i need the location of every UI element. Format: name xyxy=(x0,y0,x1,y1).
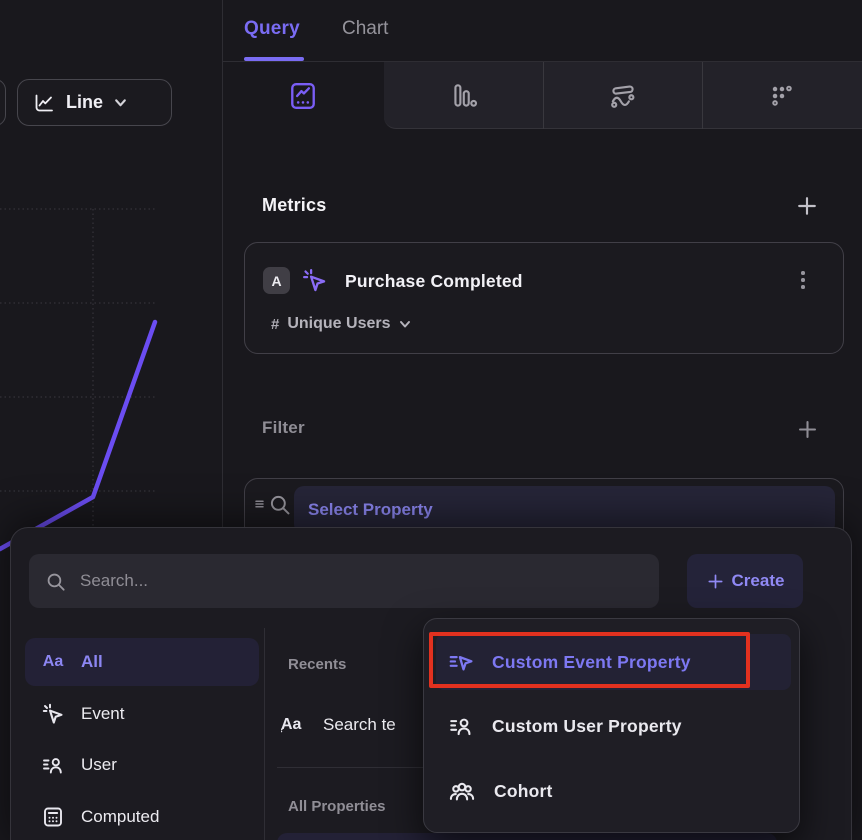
flow-icon xyxy=(610,85,634,108)
custom-event-property-icon xyxy=(449,655,473,671)
tab-chart[interactable]: Chart xyxy=(342,18,389,39)
plus-icon xyxy=(708,573,723,589)
category-all[interactable]: Aa All xyxy=(25,638,259,686)
retention-dots-icon xyxy=(772,85,792,106)
picker-search-input[interactable] xyxy=(78,570,643,592)
menu-item-label: Cohort xyxy=(494,780,553,801)
plus-icon xyxy=(798,420,817,439)
query-chart-tabbar xyxy=(222,0,862,62)
drag-handle-icon[interactable] xyxy=(253,497,267,511)
tab-query[interactable]: Query xyxy=(244,18,300,39)
computed-calculator-icon xyxy=(44,807,62,827)
metric-event-name[interactable]: Purchase Completed xyxy=(345,271,523,291)
numeric-hash-icon: # xyxy=(271,315,280,333)
add-filter-button[interactable] xyxy=(794,416,821,443)
chevron-down-icon xyxy=(115,99,126,107)
tab-separator xyxy=(702,62,703,129)
custom-property-aa-icon: Aa* xyxy=(281,716,302,741)
metric-aggregation-label: Unique Users xyxy=(287,315,391,332)
cohort-people-icon xyxy=(449,782,475,801)
toolbar-button-partial[interactable] xyxy=(0,79,6,126)
category-event[interactable]: Event xyxy=(25,690,259,738)
custom-user-property-icon xyxy=(450,718,471,736)
create-button[interactable]: Create xyxy=(687,554,803,608)
add-metric-button[interactable] xyxy=(793,192,821,220)
line-chart-icon xyxy=(35,94,53,111)
metric-options-kebab[interactable] xyxy=(797,267,809,293)
recents-label: Recents xyxy=(288,656,347,673)
event-cursor-icon xyxy=(303,269,326,292)
user-list-icon xyxy=(43,758,62,774)
picker-search-box xyxy=(29,554,659,608)
category-label: Event xyxy=(81,704,125,723)
section-divider xyxy=(277,767,427,768)
column-divider xyxy=(264,628,265,840)
metric-letter-badge: A xyxy=(263,267,290,294)
category-label: All xyxy=(81,652,103,671)
chart-type-button[interactable]: Line xyxy=(17,79,172,126)
tab-insights[interactable] xyxy=(222,62,384,129)
category-computed[interactable]: Computed xyxy=(25,793,259,840)
tab-flows[interactable] xyxy=(543,62,702,129)
event-cursor-icon xyxy=(42,703,63,724)
menu-item-custom-user-property[interactable]: Custom User Property xyxy=(436,698,791,754)
tab-retention[interactable] xyxy=(702,62,862,129)
metric-aggregation-dropdown[interactable]: # Unique Users xyxy=(271,315,412,333)
chevron-down-icon xyxy=(400,321,411,328)
chart-type-label: Line xyxy=(66,92,104,112)
tab-separator xyxy=(543,62,544,129)
menu-item-cohort[interactable]: Cohort xyxy=(436,763,791,819)
menu-item-custom-event-property[interactable]: Custom Event Property xyxy=(436,634,791,690)
select-property-input[interactable]: Select Property xyxy=(294,486,835,534)
property-list-item-partial[interactable] xyxy=(277,833,777,840)
funnel-bars-icon xyxy=(453,83,477,107)
search-icon xyxy=(270,495,290,515)
search-icon xyxy=(47,573,65,591)
tab-query-active-underline xyxy=(244,57,304,61)
category-label: Computed xyxy=(81,807,160,826)
text-aa-icon: Aa xyxy=(42,653,64,670)
metrics-section-title: Metrics xyxy=(262,195,327,215)
recent-item-label: Search te xyxy=(323,715,396,734)
menu-item-label: Custom User Property xyxy=(492,715,682,736)
panel-divider xyxy=(222,0,223,840)
metric-card: A Purchase Completed # Unique Users xyxy=(244,242,844,354)
chart-series-line xyxy=(0,319,158,552)
all-properties-label: All Properties xyxy=(288,798,386,815)
create-button-label: Create xyxy=(731,571,785,590)
create-context-menu: Custom Event Property Custom User Proper… xyxy=(423,618,800,833)
chart-gridlines xyxy=(0,208,156,840)
insights-line-icon xyxy=(291,82,315,109)
category-user[interactable]: User xyxy=(25,741,259,789)
menu-item-label: Custom Event Property xyxy=(492,651,691,672)
filter-section-title: Filter xyxy=(262,418,305,437)
plus-icon xyxy=(798,197,816,215)
select-property-placeholder: Select Property xyxy=(308,500,433,519)
category-label: User xyxy=(81,755,117,774)
tab-funnels[interactable] xyxy=(384,62,543,129)
recent-item-row[interactable]: Aa* Search te xyxy=(281,704,441,746)
